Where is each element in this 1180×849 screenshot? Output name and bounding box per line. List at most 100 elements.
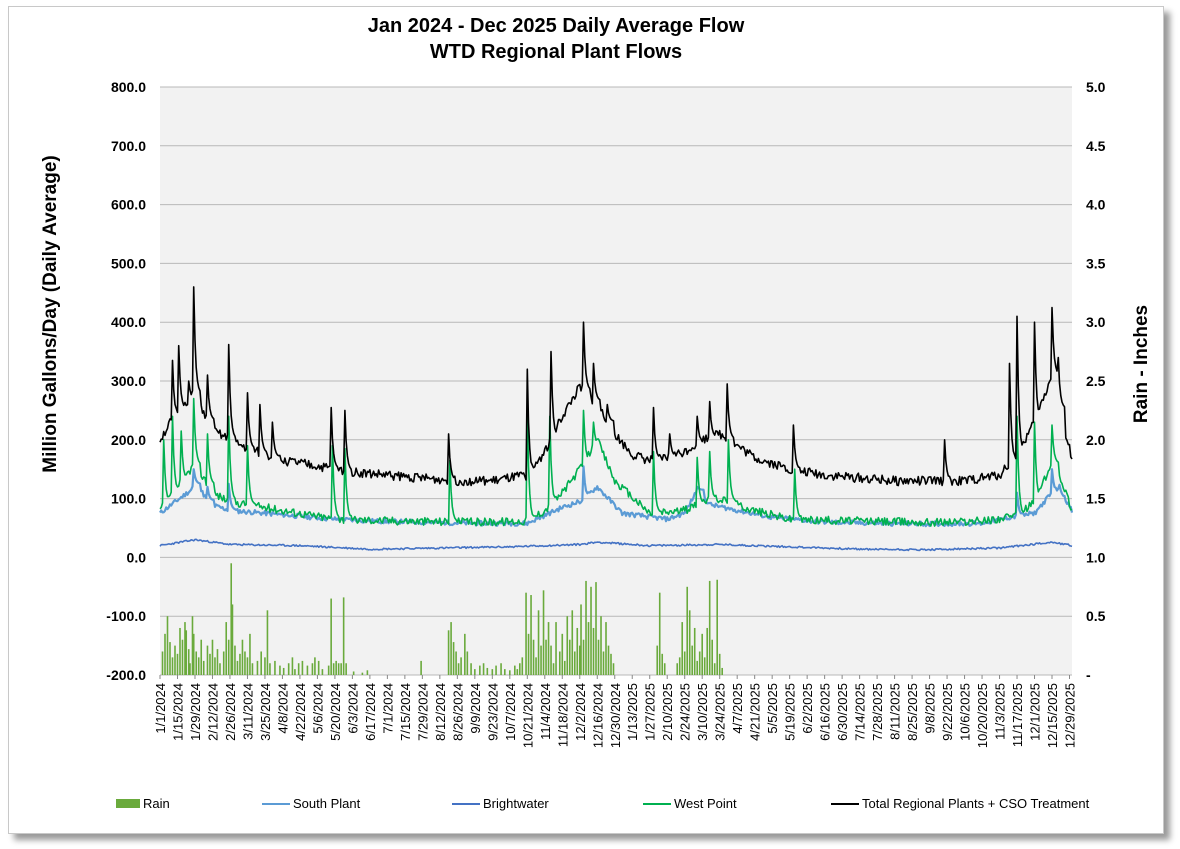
rain-bar [587, 622, 590, 675]
y2-tick-label: 3.5 [1086, 255, 1106, 271]
x-tick-label: 8/11/2025 [888, 683, 903, 740]
rain-bar [482, 663, 485, 675]
rain-bar [239, 653, 241, 675]
rain-bar [311, 663, 314, 675]
y-tick-label: 200.0 [111, 432, 146, 448]
rain-bar [466, 651, 469, 675]
x-tick-label: 11/3/2025 [993, 683, 1008, 740]
rain-bar [345, 663, 347, 675]
y2-tick-label: - [1086, 667, 1091, 683]
x-tick-label: 4/22/2024 [293, 683, 308, 741]
rain-bar [532, 639, 535, 675]
rain-bar [181, 639, 184, 675]
rain-bar [169, 642, 171, 675]
rain-bar [447, 630, 450, 675]
y-tick-label: 100.0 [111, 491, 146, 507]
rain-bar [234, 645, 236, 675]
legend-item-brightwater[interactable]: Brightwater [452, 796, 549, 811]
rain-bar [573, 651, 576, 675]
rain-bar [219, 663, 221, 675]
rain-bar [306, 665, 309, 675]
rain-bar [216, 649, 219, 675]
rain-bar [161, 651, 164, 675]
chart-title-line1: Jan 2024 - Dec 2025 Daily Average Flow [367, 15, 745, 37]
x-tick-label: 9/22/2025 [940, 683, 955, 741]
y-tick-label: 0.0 [127, 549, 147, 565]
rain-bar [602, 651, 605, 675]
rain-bar [607, 645, 610, 675]
y-tick-label: -200.0 [106, 667, 146, 683]
rain-bar [683, 651, 686, 675]
rain-bar [716, 579, 718, 675]
x-tick-label: 2/10/2025 [660, 683, 675, 741]
y2-tick-label: 3.0 [1086, 314, 1106, 330]
x-tick-label: 6/17/2024 [363, 683, 378, 741]
rain-bar [578, 645, 581, 675]
rain-bar [249, 633, 251, 675]
legend-item-west-point[interactable]: West Point [643, 796, 737, 811]
legend-item-rain[interactable]: Rain [116, 796, 170, 811]
x-tick-label: 11/4/2024 [538, 683, 553, 740]
rain-bar [535, 657, 537, 675]
rain-bar [340, 663, 342, 675]
rain-bar [550, 645, 552, 675]
legend-item-total[interactable]: Total Regional Plants + CSO Treatment [831, 796, 1089, 811]
x-tick-label: 7/28/2025 [870, 683, 885, 741]
x-tick-label: 1/29/2024 [188, 683, 203, 741]
rain-bar [187, 649, 190, 675]
x-tick-label: 8/25/2025 [905, 683, 920, 741]
rain-bar [479, 665, 481, 675]
legend-item-south-plant[interactable]: South Plant [262, 796, 360, 811]
rain-bar [686, 586, 689, 675]
legend-label-south-plant: South Plant [293, 796, 361, 811]
y-tick-label: 500.0 [111, 255, 146, 271]
rain-bar [244, 651, 246, 675]
rain-bar [563, 660, 566, 675]
x-tick-label: 5/20/2024 [328, 683, 343, 741]
legend: Rain South Plant Brightwater West Point … [0, 796, 1180, 818]
rain-bar [337, 663, 340, 675]
rain-bar [179, 627, 181, 675]
x-tick-label: 4/8/2024 [275, 683, 290, 734]
x-tick-label: 2/12/2024 [205, 683, 220, 741]
rain-bar [576, 627, 579, 675]
x-tick-label: 5/5/2025 [765, 683, 780, 734]
rain-bar [558, 651, 561, 675]
chart-svg: 800.0 700.0 600.0 500.0 400.0 300.0 200.0 100.0… [106, 79, 1106, 748]
y2-tick-label: 5.0 [1086, 79, 1106, 95]
rain-bar [530, 595, 532, 675]
rain-bar [566, 616, 569, 675]
legend-label-west-point: West Point [674, 796, 737, 811]
rain-bar [693, 627, 696, 675]
rain-bar [491, 669, 494, 675]
rain-bar [200, 639, 203, 675]
y-tick-label: 800.0 [111, 79, 146, 95]
rain-bar [202, 660, 205, 675]
x-tick-label: 11/17/2025 [1010, 683, 1025, 747]
rain-bar [452, 642, 455, 675]
rain-bar [595, 582, 597, 675]
rain-bar [191, 616, 194, 675]
rain-bar [287, 663, 290, 675]
x-tick-label: 6/2/2025 [800, 683, 815, 734]
rain-bar [352, 671, 355, 675]
rain-bar [555, 622, 557, 675]
rain-bar [269, 663, 271, 675]
legend-label-total: Total Regional Plants + CSO Treatment [862, 796, 1090, 811]
rain-bar [676, 663, 679, 675]
rain-bar [706, 627, 708, 675]
x-tick-label: 8/12/2024 [433, 683, 448, 741]
rain-bar [470, 663, 472, 675]
rain-bar [185, 630, 188, 675]
x-tick-label: 2/26/2024 [223, 683, 238, 741]
rain-bar [711, 639, 713, 675]
legend-swatch-rain [116, 799, 140, 808]
rain-bar [342, 597, 345, 675]
legend-swatch-south-plant [262, 802, 290, 805]
x-tick-labels: 1/1/2024 1/15/2024 1/29/2024 2/12/2024 2/26/… [153, 675, 1078, 748]
rain-bar [519, 663, 521, 675]
rain-bar [251, 663, 254, 675]
rain-bar [691, 645, 694, 675]
rain-bar [600, 616, 602, 675]
y-tick-label: 700.0 [111, 138, 146, 154]
